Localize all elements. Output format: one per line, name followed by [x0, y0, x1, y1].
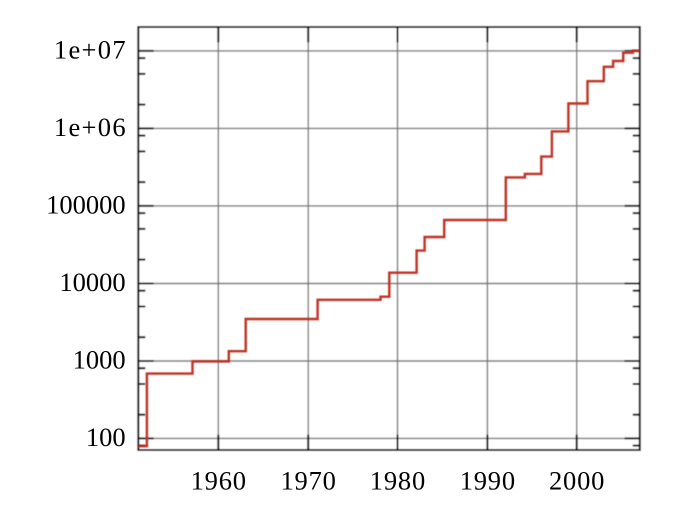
svg-text:1e+07: 1e+07 [54, 35, 127, 65]
svg-text:2000: 2000 [549, 466, 605, 496]
svg-text:100000: 100000 [46, 190, 126, 220]
svg-text:1960: 1960 [191, 466, 247, 496]
svg-text:1980: 1980 [370, 466, 426, 496]
svg-text:1e+06: 1e+06 [54, 112, 127, 142]
svg-text:1970: 1970 [280, 466, 336, 496]
svg-text:100: 100 [86, 422, 126, 452]
svg-text:1000: 1000 [73, 345, 126, 375]
svg-text:10000: 10000 [59, 267, 125, 297]
svg-text:1990: 1990 [460, 466, 516, 496]
